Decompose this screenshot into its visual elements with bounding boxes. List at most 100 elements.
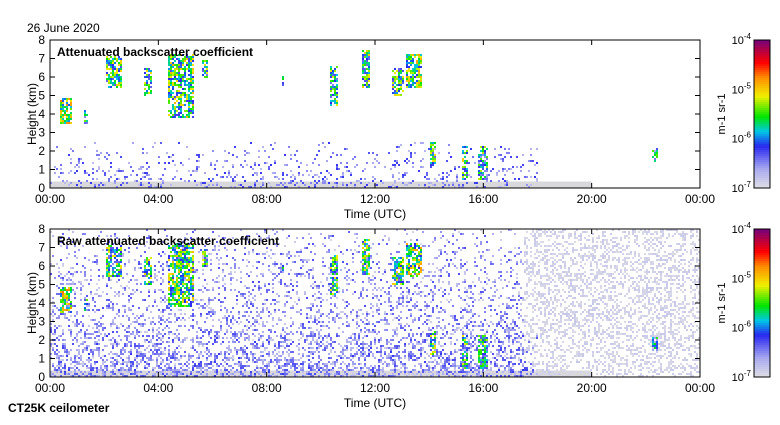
heatmap-cell xyxy=(346,365,348,367)
heatmap-cell xyxy=(226,249,228,251)
heatmap-cell xyxy=(188,305,190,307)
heatmap-cell xyxy=(144,331,146,333)
heatmap-cell xyxy=(184,96,186,98)
heatmap-cell xyxy=(208,313,210,315)
heatmap-cell xyxy=(182,371,184,373)
heatmap-cell xyxy=(222,263,224,265)
heatmap-cell xyxy=(240,373,242,375)
heatmap-cell xyxy=(108,277,110,279)
heatmap-cell xyxy=(138,261,140,263)
heatmap-cell xyxy=(418,62,420,64)
heatmap-cell xyxy=(192,367,194,369)
heatmap-cell xyxy=(176,319,178,321)
heatmap-cell xyxy=(168,110,170,112)
heatmap-cell xyxy=(116,359,118,361)
heatmap-cell xyxy=(60,273,62,275)
heatmap-cell xyxy=(142,271,144,273)
heatmap-cell xyxy=(150,321,152,323)
heatmap-cell xyxy=(418,82,420,84)
heatmap-cell xyxy=(72,339,74,341)
heatmap-cell xyxy=(142,355,144,357)
heatmap-cell xyxy=(178,273,180,275)
colorbar-label: m-1 sr-1 xyxy=(716,94,728,135)
heatmap-cell xyxy=(366,323,368,325)
heatmap-cell xyxy=(240,277,242,279)
heatmap-cell xyxy=(70,287,72,289)
heatmap-cell xyxy=(288,361,290,363)
heatmap-cell xyxy=(144,259,146,261)
heatmap-cell xyxy=(288,359,290,361)
heatmap-cell xyxy=(278,267,280,269)
heatmap-cell xyxy=(364,70,366,72)
colorbar-swatch xyxy=(754,150,770,152)
heatmap-cell xyxy=(88,361,90,363)
heatmap-cell xyxy=(360,367,362,369)
heatmap-cell xyxy=(66,349,68,351)
heatmap-cell xyxy=(352,347,354,349)
heatmap-cell xyxy=(652,150,654,152)
heatmap-cell xyxy=(146,307,148,309)
heatmap-cell xyxy=(92,261,94,263)
heatmap-cell xyxy=(156,279,158,281)
heatmap-cell xyxy=(394,180,396,182)
colorbar-swatch xyxy=(754,126,770,128)
heatmap-cell xyxy=(318,343,320,345)
heatmap-cell xyxy=(326,345,328,347)
heatmap-cell xyxy=(180,178,182,180)
heatmap-cell xyxy=(52,365,54,367)
heatmap-cell xyxy=(336,255,338,257)
heatmap-cell xyxy=(240,371,242,373)
heatmap-cell xyxy=(126,273,128,275)
heatmap-cell xyxy=(330,289,332,291)
heatmap-cell xyxy=(158,333,160,335)
heatmap-cell xyxy=(274,299,276,301)
heatmap-cell xyxy=(466,174,468,176)
heatmap-cell xyxy=(224,307,226,309)
heatmap-cell xyxy=(192,345,194,347)
heatmap-cell xyxy=(200,337,202,339)
heatmap-cell xyxy=(200,351,202,353)
heatmap-cell xyxy=(346,315,348,317)
heatmap-cell xyxy=(362,269,364,271)
heatmap-cell xyxy=(174,269,176,271)
heatmap-cell xyxy=(374,158,376,160)
heatmap-cell xyxy=(368,259,370,261)
heatmap-cell xyxy=(70,102,72,104)
heatmap-cell xyxy=(344,355,346,357)
heatmap-cell xyxy=(364,68,366,70)
heatmap-cell xyxy=(500,154,502,156)
heatmap-cell xyxy=(130,369,132,371)
heatmap-cell xyxy=(246,152,248,154)
heatmap-cell xyxy=(242,373,244,375)
heatmap-cell xyxy=(334,249,336,251)
heatmap-cell xyxy=(270,257,272,259)
heatmap-cell xyxy=(314,317,316,319)
heatmap-cell xyxy=(254,285,256,287)
heatmap-cell xyxy=(242,293,244,295)
heatmap-cell xyxy=(354,233,356,235)
heatmap-cell xyxy=(78,331,80,333)
heatmap-cell xyxy=(102,170,104,172)
heatmap-cell xyxy=(332,295,334,297)
heatmap-cell xyxy=(152,335,154,337)
heatmap-cell xyxy=(326,160,328,162)
heatmap-cell xyxy=(154,142,156,144)
heatmap-cell xyxy=(346,367,348,369)
heatmap-cell xyxy=(192,88,194,90)
heatmap-cell xyxy=(330,311,332,313)
heatmap-cell xyxy=(256,311,258,313)
heatmap-cell xyxy=(314,299,316,301)
colorbar-swatch xyxy=(754,110,770,112)
heatmap-cell xyxy=(336,74,338,76)
heatmap-cell xyxy=(132,170,134,172)
heatmap-cell xyxy=(184,283,186,285)
heatmap-cell xyxy=(430,166,432,168)
heatmap-cell xyxy=(260,168,262,170)
heatmap-cell xyxy=(180,291,182,293)
heatmap-cell xyxy=(482,154,484,156)
heatmap-cell xyxy=(226,347,228,349)
heatmap-cell xyxy=(338,287,340,289)
heatmap-cell xyxy=(322,337,324,339)
heatmap-cell xyxy=(160,311,162,313)
heatmap-cell xyxy=(412,84,414,86)
